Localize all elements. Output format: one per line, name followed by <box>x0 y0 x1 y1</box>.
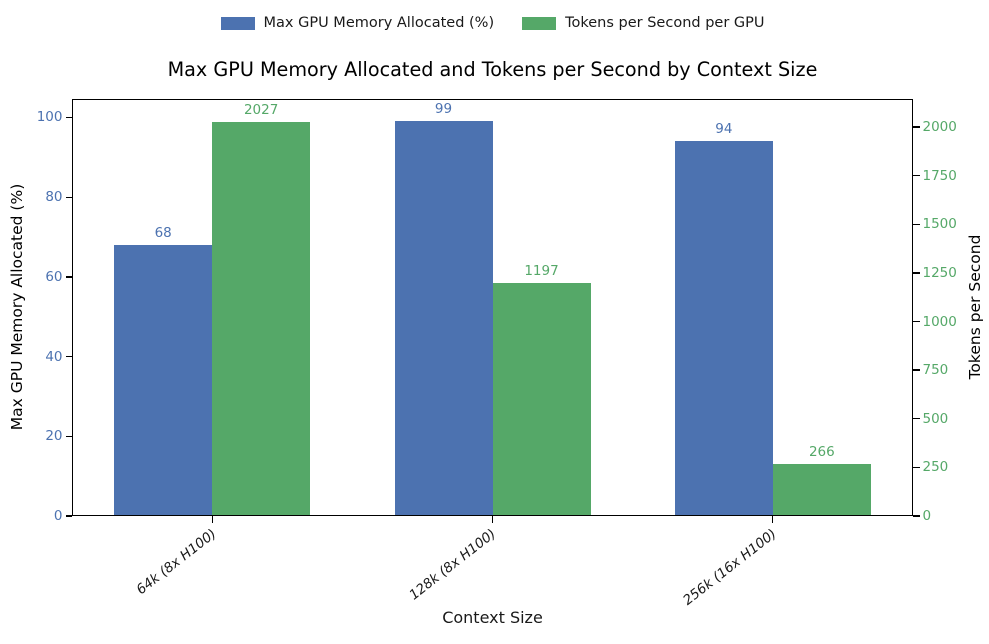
y-tick-label-left: 60 <box>45 268 63 285</box>
y-tick-label-right: 500 <box>922 410 949 427</box>
x-tick-label: 64k (8x H100) <box>133 526 220 599</box>
x-tick-label: 128k (8x H100) <box>406 526 500 604</box>
y-tick-label-left: 20 <box>45 428 63 445</box>
y-tick-label-right: 1000 <box>922 313 957 330</box>
bar-gpu-memory <box>114 245 213 515</box>
bar-gpu-memory <box>394 121 493 515</box>
x-tick-mark <box>772 516 774 523</box>
y-tick-label-right: 750 <box>922 362 949 379</box>
y-tick-label-left: 100 <box>36 109 63 126</box>
legend-swatch-gpu-memory <box>220 16 255 30</box>
y-tick-label-right: 250 <box>922 459 949 476</box>
y-tick-label-left: 80 <box>45 189 63 206</box>
y-tick-mark-left <box>65 515 72 517</box>
x-tick-mark <box>491 516 494 523</box>
y-tick-mark-left <box>65 355 72 358</box>
bar-value-label: 99 <box>434 101 453 118</box>
y-tick-mark-right <box>913 126 920 128</box>
legend: Max GPU Memory Allocated (%) Tokens per … <box>72 15 913 31</box>
bar-tokens <box>212 121 311 515</box>
y-tick-mark-right <box>913 418 920 420</box>
y-tick-mark-left <box>65 196 72 198</box>
y-tick-label-right: 1500 <box>922 216 957 233</box>
bar-value-label: 68 <box>154 225 172 241</box>
y-tick-mark-right <box>913 223 920 225</box>
y-tick-label-right: 1250 <box>922 264 957 281</box>
legend-item-tokens: Tokens per Second per GPU <box>522 15 764 31</box>
y-tick-mark-right <box>913 515 920 517</box>
bar-value-label: 2027 <box>243 101 279 118</box>
y-tick-mark-right <box>913 272 920 274</box>
y-tick-mark-left <box>65 116 72 119</box>
y-axis-label-right: Tokens per Second <box>966 234 984 380</box>
bar-value-label: 1197 <box>524 263 559 280</box>
y-tick-label-left: 40 <box>45 348 63 365</box>
y-tick-label-right: 1750 <box>922 167 957 184</box>
x-tick-mark <box>211 516 213 523</box>
bar-tokens <box>492 283 591 515</box>
bar-value-label: 94 <box>715 121 733 138</box>
legend-label-gpu-memory: Max GPU Memory Allocated (%) <box>263 15 495 31</box>
x-tick-label: 256k (16x H100) <box>680 526 780 609</box>
y-axis-label-left: Max GPU Memory Allocated (%) <box>8 183 26 431</box>
y-tick-mark-left <box>65 276 72 278</box>
chart-title: Max GPU Memory Allocated and Tokens per … <box>167 58 818 81</box>
y-tick-mark-right <box>913 320 920 323</box>
bar-gpu-memory <box>674 141 773 515</box>
y-tick-label-right: 2000 <box>922 119 957 135</box>
y-tick-mark-right <box>913 369 920 371</box>
y-tick-label-left: 0 <box>53 508 63 524</box>
y-tick-mark-right <box>913 174 920 177</box>
y-tick-mark-right <box>913 466 920 469</box>
y-tick-mark-left <box>65 435 72 437</box>
legend-item-gpu-memory: Max GPU Memory Allocated (%) <box>220 15 495 31</box>
bar-tokens <box>772 464 871 515</box>
legend-label-tokens: Tokens per Second per GPU <box>565 15 765 31</box>
legend-swatch-tokens <box>522 16 557 30</box>
y-tick-label-right: 0 <box>922 508 932 524</box>
bar-value-label: 266 <box>808 444 835 461</box>
x-axis-label: Context Size <box>442 608 543 627</box>
